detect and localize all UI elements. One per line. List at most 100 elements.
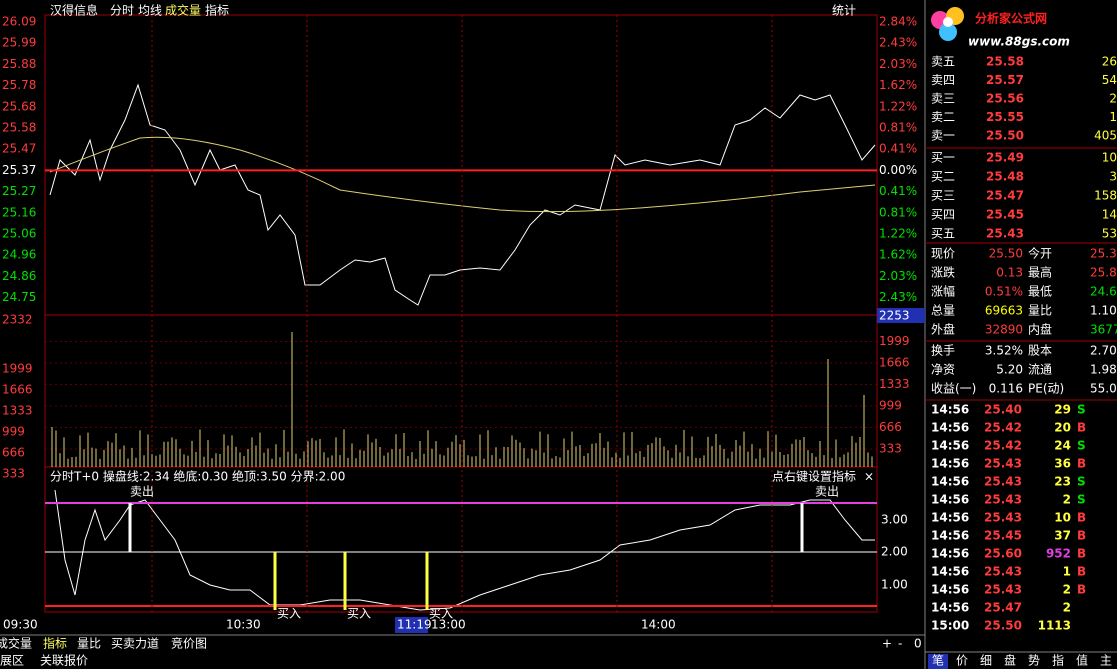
trade-price: 25.43 [984,475,1022,489]
trade-volume: 23 [1054,475,1071,489]
price-label: 25.47 [2,142,36,156]
time-label: 11:19 [397,618,432,632]
tab[interactable]: 扩展区 [0,654,24,668]
trade-time: 14:56 [931,583,969,597]
book-price: 25.43 [986,227,1024,241]
percent-label: 1.22% [879,227,917,241]
book-volume: 158 [1094,189,1117,203]
percent-label: 2.43% [879,290,917,304]
price-label: 25.16 [2,205,36,219]
tab-button[interactable]: - [898,637,902,651]
stat-button: 统计 [832,4,856,18]
bottom-tab[interactable]: 价 [956,654,968,668]
tab[interactable]: 量比 [77,637,101,651]
quote-label: 量比 [1028,304,1052,318]
indicator-label: 2.00 [881,545,908,559]
bottom-tab[interactable]: 笔 [932,653,944,668]
percent-label: 1.62% [879,78,917,92]
price-label: 24.75 [2,290,36,304]
quote-label: 内盘 [1028,322,1052,337]
trade-price: 25.40 [984,403,1022,417]
buy-label: 买入 [277,607,301,621]
trade-time: 14:56 [931,547,969,561]
trade-price: 25.43 [984,565,1022,579]
quote-label: 收益(一) [931,382,976,396]
tab-button[interactable]: 0 [914,637,922,651]
tab[interactable]: 成交量 [0,636,32,651]
quote-label: 涨跌 [931,265,955,280]
quote-label: 最低 [1028,285,1052,299]
quote-label: PE(动) [1028,382,1064,396]
quote-label: 外盘 [931,322,955,337]
bottom-tab[interactable]: 指 [1052,653,1064,668]
book-volume: 26 [1102,55,1117,69]
book-volume: 405 [1094,129,1117,143]
tab[interactable]: 买卖力道 [111,637,159,651]
indicator-hint: 点右键设置指标 [772,469,856,484]
percent-label: 1.62% [879,248,917,262]
book-volume: 10 [1102,151,1117,165]
quote-value: 3.52% [985,344,1023,358]
quote-value: 25.33 [1090,247,1117,261]
tab[interactable]: 关联报价 [40,653,88,668]
bottom-tab[interactable]: 细 [980,654,992,668]
trade-price: 25.43 [984,457,1022,471]
trade-side: B [1077,421,1086,435]
trade-volume: 2 [1063,583,1071,597]
percent-label: 2.43% [879,36,917,50]
volume-label: 666 [879,420,902,434]
book-price: 25.55 [986,110,1024,124]
bottom-tab[interactable]: 势 [1028,654,1040,668]
quote-value: 0.51% [985,285,1023,299]
book-label: 卖五 [931,55,955,69]
tab[interactable]: 竞价图 [171,637,207,651]
trade-side: B [1077,565,1086,579]
price-label: 25.06 [2,227,36,241]
price-label: 26.09 [2,15,36,29]
indicator-legend: 分时T+0 操盘线:2.34 绝底:0.30 绝顶:3.50 分界:2.00 [50,469,345,484]
time-label: 10:30 [226,618,261,632]
price-label: 24.86 [2,269,36,283]
percent-label: 2.03% [879,57,917,71]
quote-value: 25.85 [1090,266,1117,280]
volume-label: 1999 [879,334,910,348]
volume-label: 666 [2,446,25,460]
volume-label: 1333 [879,377,910,391]
quote-value: 2.70亿 [1090,343,1117,358]
trade-time: 14:56 [931,475,969,489]
volume-label: 2253 [879,309,910,323]
book-label: 买四 [931,208,955,222]
time-label: 13:00 [431,618,466,632]
book-label: 买一 [931,151,955,165]
trade-volume: 10 [1054,511,1071,525]
bottom-tab[interactable]: 值 [1076,653,1088,668]
quote-label: 净资 [931,363,955,377]
bottom-tab[interactable]: 主 [1100,654,1112,668]
quote-label: 总量 [931,304,955,318]
percent-label: 0.00% [879,163,917,177]
tab-button[interactable]: + [882,637,892,651]
trade-price: 25.50 [984,619,1022,633]
volume-label: 1999 [2,362,33,376]
petal-center [943,17,953,27]
time-label: 14:00 [641,618,676,632]
menu-item: 分时 [110,4,134,18]
logo-url: www.88gs.com [968,35,1070,49]
percent-label: 0.81% [879,121,917,135]
price-label: 25.27 [2,184,36,198]
tab[interactable]: 指标 [43,636,67,651]
indicator-label: 1.00 [881,578,908,592]
book-price: 25.45 [986,208,1024,222]
trade-price: 25.43 [984,493,1022,507]
trade-side: S [1077,439,1086,453]
trade-price: 25.42 [984,439,1022,453]
volume-label: 333 [2,467,25,481]
quote-value: 0.13 [996,266,1023,280]
trade-side: S [1077,493,1086,507]
trade-time: 14:56 [931,457,969,471]
trade-price: 25.45 [984,529,1022,543]
percent-label: 0.41% [879,184,917,198]
trade-side: B [1077,529,1086,543]
bottom-tab[interactable]: 盘 [1004,653,1016,668]
time-label: 09:30 [3,618,38,632]
